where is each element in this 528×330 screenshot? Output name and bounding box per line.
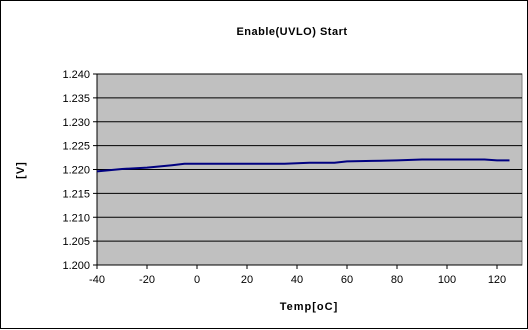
x-tick-label: -40 [89,274,105,286]
y-tick-labels: 1.200 1.205 1.210 1.215 1.220 1.225 1.230 1.235… [62,69,90,272]
x-tick-label: 20 [241,274,253,286]
x-tick-label: 40 [291,274,303,286]
y-tick-label: 1.210 [62,212,90,224]
x-tick-label: 0 [194,274,200,286]
x-tick-label: 120 [488,274,506,286]
y-tick-label: 1.205 [62,236,90,248]
y-axis-title: [V] [15,161,27,179]
series-line [96,158,510,173]
y-tick-label: 1.225 [62,141,90,153]
y-tick-label: 1.215 [62,188,90,200]
y-tick-label: 1.235 [62,93,90,105]
y-tick-label: 1.200 [62,260,90,272]
y-tick-label: 1.220 [62,165,90,177]
x-tick-label: 100 [438,274,456,286]
x-tick-label: 60 [341,274,353,286]
y-tick-label: 1.240 [62,69,90,81]
y-tick-label: 1.230 [62,117,90,129]
x-tick-label: 80 [391,274,403,286]
x-axis-title: Temp[oC] [280,301,339,313]
series [96,158,510,173]
x-tick-labels: -40 -20 0 20 40 60 80 100 120 [89,274,506,286]
x-tick-label: -20 [139,274,155,286]
axes [93,73,522,269]
chart-title: Enable(UVLO) Start [236,26,347,38]
